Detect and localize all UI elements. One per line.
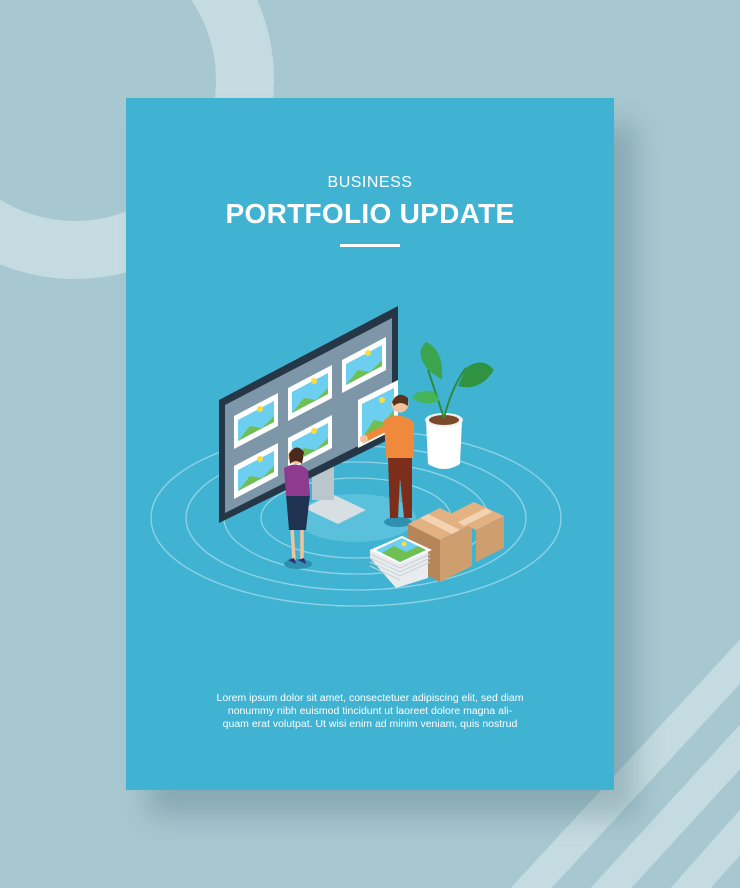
image-thumbnail-icon — [234, 393, 278, 449]
image-thumbnail-icon — [288, 365, 332, 421]
photo-stack-icon — [369, 536, 432, 588]
image-thumbnail-icon — [342, 337, 386, 393]
flyer-body-text: Lorem ipsum dolor sit amet, consectetuer… — [194, 692, 546, 731]
title-underline — [340, 244, 400, 247]
background-stripes — [510, 639, 740, 888]
potted-plant-icon — [412, 342, 494, 469]
flyer-title: PORTFOLIO UPDATE — [225, 198, 515, 229]
body-text-line: quam erat volutpat. Ut wisi enim ad mini… — [222, 718, 518, 730]
screen-thumbnails — [234, 337, 386, 499]
flyer: BUSINESS PORTFOLIO UPDATE — [126, 98, 614, 790]
portfolio-illustration — [150, 306, 562, 607]
flyer-kicker: BUSINESS — [327, 174, 413, 191]
woman-figure-icon — [284, 447, 312, 569]
man-figure-icon — [360, 394, 414, 527]
body-text-line: nonummy nibh euismod tincidunt ut laoree… — [227, 705, 513, 717]
image-thumbnail-icon — [234, 443, 278, 499]
background-ring — [0, 0, 274, 279]
body-text-line: Lorem ipsum dolor sit amet, consectetuer… — [216, 692, 524, 704]
cardboard-box-icon — [446, 502, 504, 562]
